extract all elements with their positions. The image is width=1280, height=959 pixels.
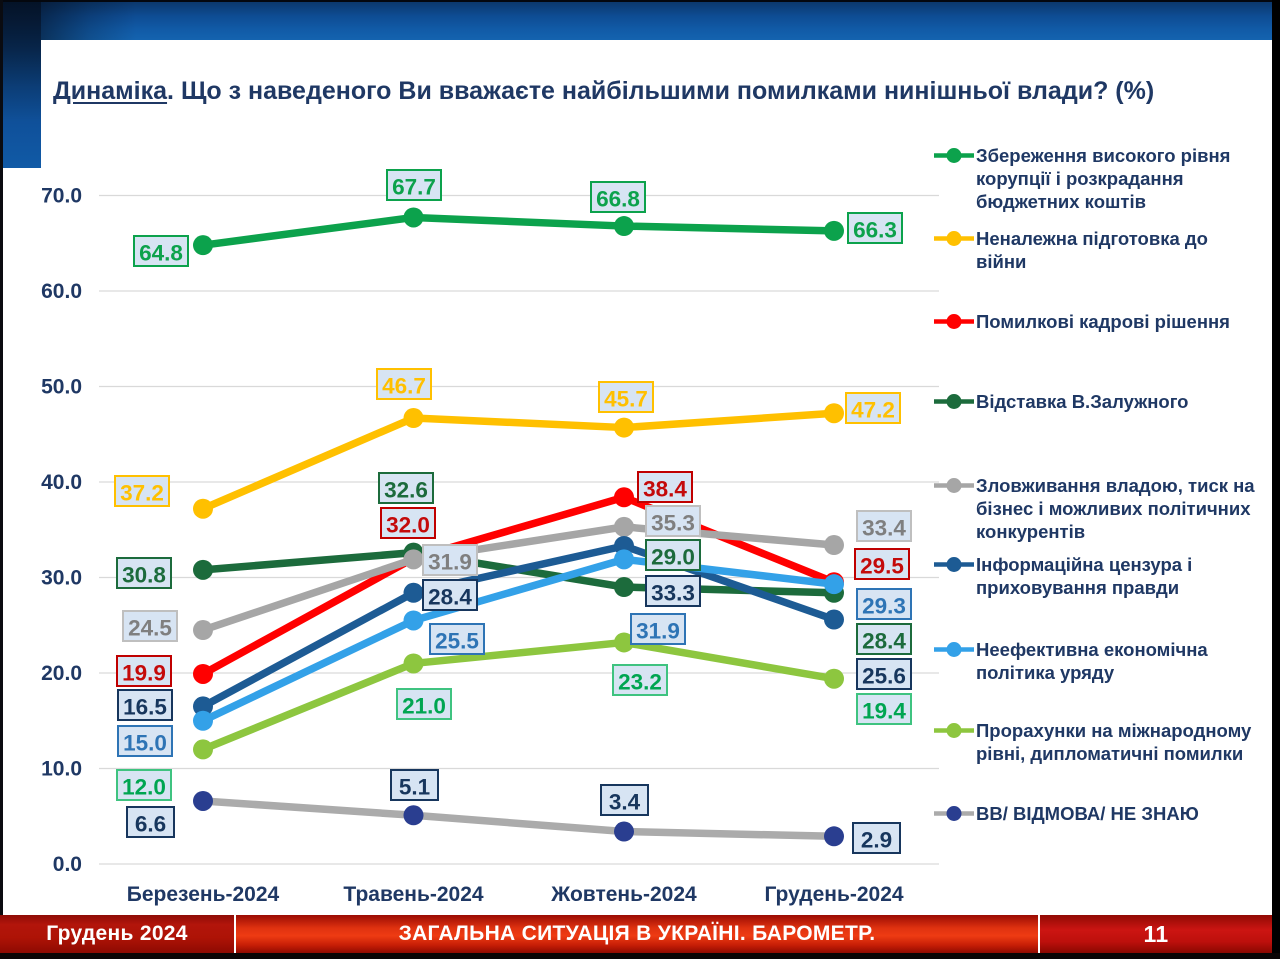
svg-text:47.2: 47.2 — [851, 398, 895, 423]
svg-text:Травень-2024: Травень-2024 — [343, 883, 483, 906]
svg-text:37.2: 37.2 — [120, 481, 164, 506]
svg-text:6.6: 6.6 — [135, 812, 166, 837]
svg-text:67.7: 67.7 — [392, 175, 436, 200]
svg-text:12.0: 12.0 — [122, 775, 166, 800]
svg-text:21.0: 21.0 — [402, 694, 446, 719]
svg-text:66.3: 66.3 — [853, 218, 897, 243]
svg-text:28.4: 28.4 — [428, 585, 472, 610]
svg-text:19.9: 19.9 — [122, 661, 166, 686]
svg-text:25.6: 25.6 — [862, 664, 906, 689]
svg-text:20.0: 20.0 — [41, 662, 82, 685]
svg-text:45.7: 45.7 — [604, 387, 648, 412]
svg-text:30.8: 30.8 — [122, 563, 166, 588]
svg-text:46.7: 46.7 — [382, 374, 426, 399]
svg-text:10.0: 10.0 — [41, 758, 82, 781]
svg-text:30.0: 30.0 — [41, 567, 82, 590]
svg-text:50.0: 50.0 — [41, 376, 82, 399]
svg-text:24.5: 24.5 — [128, 616, 172, 641]
svg-text:32.6: 32.6 — [384, 478, 428, 503]
svg-text:64.8: 64.8 — [139, 241, 183, 266]
svg-text:15.0: 15.0 — [123, 731, 167, 756]
svg-text:Грудень-2024: Грудень-2024 — [764, 883, 903, 906]
svg-text:2.9: 2.9 — [861, 828, 892, 853]
svg-text:66.8: 66.8 — [596, 187, 640, 212]
svg-text:31.9: 31.9 — [636, 619, 680, 644]
svg-text:28.4: 28.4 — [862, 629, 906, 654]
svg-text:38.4: 38.4 — [643, 477, 687, 502]
svg-text:29.3: 29.3 — [862, 594, 906, 619]
svg-text:33.3: 33.3 — [651, 581, 695, 606]
svg-text:33.4: 33.4 — [862, 516, 906, 541]
svg-text:19.4: 19.4 — [862, 699, 906, 724]
svg-text:32.0: 32.0 — [386, 513, 430, 538]
svg-text:5.1: 5.1 — [399, 775, 430, 800]
svg-text:16.5: 16.5 — [123, 695, 167, 720]
svg-text:23.2: 23.2 — [618, 670, 662, 695]
svg-text:40.0: 40.0 — [41, 471, 82, 494]
svg-text:Березень-2024: Березень-2024 — [127, 883, 280, 906]
svg-text:25.5: 25.5 — [435, 629, 479, 654]
svg-text:60.0: 60.0 — [41, 280, 82, 303]
svg-text:70.0: 70.0 — [41, 185, 82, 208]
svg-text:0.0: 0.0 — [53, 853, 82, 876]
svg-text:29.5: 29.5 — [860, 554, 904, 579]
svg-text:3.4: 3.4 — [609, 790, 641, 815]
svg-text:Жовтень-2024: Жовтень-2024 — [550, 883, 697, 906]
svg-text:31.9: 31.9 — [428, 550, 472, 575]
svg-text:35.3: 35.3 — [651, 511, 695, 536]
svg-text:29.0: 29.0 — [651, 545, 695, 570]
